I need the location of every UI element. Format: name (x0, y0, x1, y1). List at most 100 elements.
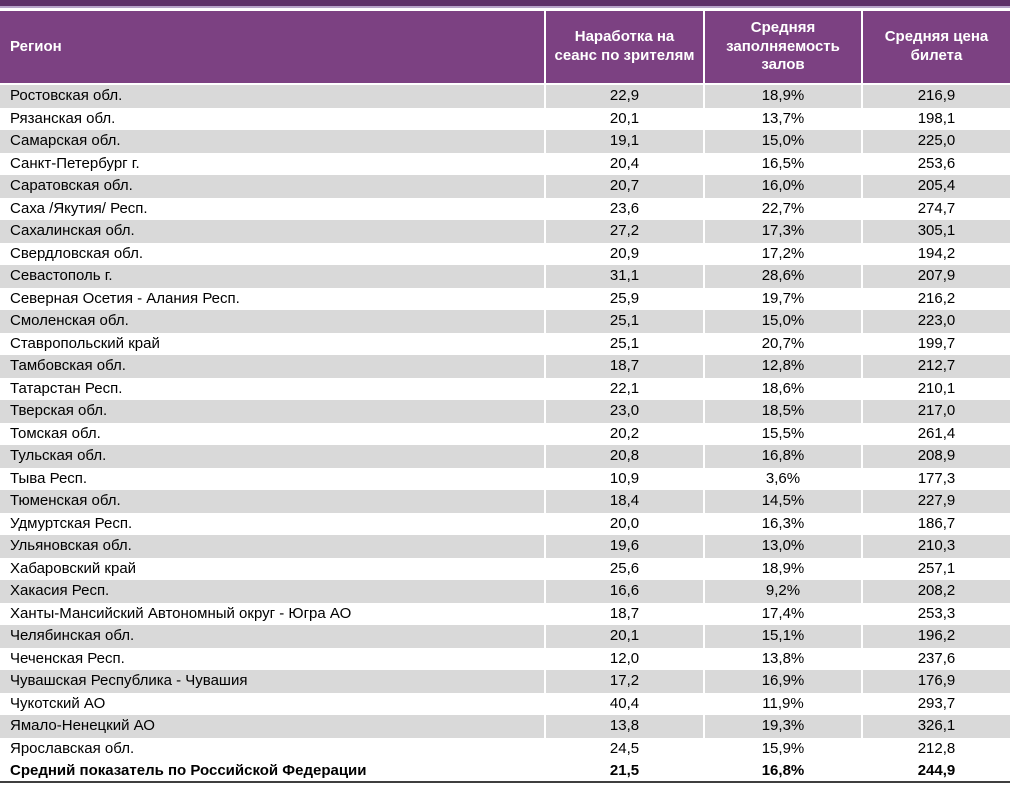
value-cell: 194,2 (917, 244, 956, 262)
value-cell: 20,0 (546, 512, 705, 535)
value-cell: 15,1% (705, 625, 863, 648)
value-cell: 217,0 (917, 402, 956, 419)
table-row: Саха /Якутия/ Респ. 23,6 22,7% 274,7 (0, 197, 1010, 220)
value-cell: 11,9% (705, 692, 863, 715)
region-cell: Татарстан Респ. (0, 377, 546, 400)
region-cell: Ростовская обл. (0, 85, 546, 108)
region-cell: Чеченская Респ. (0, 647, 546, 670)
table-row: Томская обл. 20,2 15,5% 261,4 (0, 422, 1010, 445)
value-cell: 25,9 (546, 287, 705, 310)
region-cell: Хакасия Респ. (0, 580, 546, 603)
table-row: Тверская обл. 23,0 18,5% 217,0 (0, 400, 1010, 423)
value-cell: 20,9 (546, 242, 705, 265)
value-cell: 227,9 (917, 492, 956, 509)
value-cell: 16,5% (705, 152, 863, 175)
table-row: Челябинская обл. 20,1 15,1% 196,2 (0, 625, 1010, 648)
table-row: Санкт-Петербург г. 20,4 16,5% 253,6 (0, 152, 1010, 175)
value-cell: 13,0% (705, 535, 863, 558)
region-cell: Чукотский АО (0, 692, 546, 715)
value-cell: 176,9 (917, 672, 956, 689)
value-cell: 17,3% (705, 220, 863, 243)
table-row: Ярославская обл. 24,5 15,9% 212,8 (0, 737, 1010, 760)
region-cell: Томская обл. (0, 422, 546, 445)
table-row: Свердловская обл. 20,9 17,2% 194,2 (0, 242, 1010, 265)
top-accent-bar (0, 0, 1010, 6)
value-cell: 15,5% (705, 422, 863, 445)
value-cell: 15,0% (705, 310, 863, 333)
value-cell: 16,6 (546, 580, 705, 603)
value-cell: 13,8 (546, 715, 705, 738)
value-cell: 20,1 (546, 107, 705, 130)
table-row: Чукотский АО 40,4 11,9% 293,7 (0, 692, 1010, 715)
value-cell: 253,6 (917, 154, 956, 172)
region-cell: Челябинская обл. (0, 625, 546, 648)
value-cell: 27,2 (546, 220, 705, 243)
value-cell: 216,2 (917, 289, 956, 307)
region-cell: Ямало-Ненецкий АО (0, 715, 546, 738)
table-row: Тюменская обл. 18,4 14,5% 227,9 (0, 490, 1010, 513)
value-cell: 18,4 (546, 490, 705, 513)
value-cell: 28,6% (705, 265, 863, 288)
region-cell: Саратовская обл. (0, 175, 546, 198)
value-cell: 20,4 (546, 152, 705, 175)
summary-row: Средний показатель по Российской Федерац… (0, 760, 1010, 783)
value-cell: 22,7% (705, 197, 863, 220)
value-cell: 223,0 (917, 312, 956, 329)
value-cell: 253,3 (917, 604, 956, 622)
region-cell: Чувашская Республика - Чувашия (0, 670, 546, 693)
value-cell: 20,7% (705, 332, 863, 355)
region-cell: Тыва Респ. (0, 467, 546, 490)
value-cell: 13,8% (705, 647, 863, 670)
value-cell: 305,1 (917, 222, 956, 239)
value-cell: 293,7 (917, 694, 956, 712)
value-cell: 212,8 (917, 739, 956, 757)
top-accent-gap (0, 8, 1010, 11)
table-row: Ставропольский край 25,1 20,7% 199,7 (0, 332, 1010, 355)
table-body: Ростовская обл. 22,9 18,9% 216,9 Рязанская о… (0, 85, 1010, 783)
region-cell: Тамбовская обл. (0, 355, 546, 378)
value-cell: 198,1 (917, 109, 956, 127)
value-cell: 12,8% (705, 355, 863, 378)
value-cell: 15,9% (705, 737, 863, 760)
value-cell: 20,7 (546, 175, 705, 198)
table-row: Хабаровский край 25,6 18,9% 257,1 (0, 557, 1010, 580)
value-cell: 25,6 (546, 557, 705, 580)
value-cell: 31,1 (546, 265, 705, 288)
table-row: Ростовская обл. 22,9 18,9% 216,9 (0, 85, 1010, 108)
region-cell: Смоленская обл. (0, 310, 546, 333)
table-row: Северная Осетия - Алания Респ. 25,9 19,7% 2… (0, 287, 1010, 310)
value-cell: 196,2 (917, 627, 956, 644)
value-cell: 19,1 (546, 130, 705, 153)
value-cell: 18,7 (546, 355, 705, 378)
value-cell: 24,5 (546, 737, 705, 760)
value-cell: 20,1 (546, 625, 705, 648)
value-cell: 207,9 (917, 267, 956, 284)
value-cell: 210,3 (917, 537, 956, 554)
region-cell: Хабаровский край (0, 557, 546, 580)
value-cell: 3,6% (705, 467, 863, 490)
table-row: Тульская обл. 20,8 16,8% 208,9 (0, 445, 1010, 468)
value-cell: 18,5% (705, 400, 863, 423)
value-cell: 205,4 (917, 177, 956, 194)
region-cell: Северная Осетия - Алания Респ. (0, 287, 546, 310)
table-row: Севастополь г. 31,1 28,6% 207,9 (0, 265, 1010, 288)
value-cell: 9,2% (705, 580, 863, 603)
region-cell: Саха /Якутия/ Респ. (0, 197, 546, 220)
value-cell: 19,3% (705, 715, 863, 738)
top-accent-line (0, 6, 1010, 8)
region-cell: Ставропольский край (0, 332, 546, 355)
region-cell: Санкт-Петербург г. (0, 152, 546, 175)
table-row: Ульяновская обл. 19,6 13,0% 210,3 (0, 535, 1010, 558)
value-cell: 20,8 (546, 445, 705, 468)
table-header-row: Регион Наработка на сеанс по зрителям Сред… (0, 11, 1010, 85)
region-cell: Рязанская обл. (0, 107, 546, 130)
value-cell: 16,9% (705, 670, 863, 693)
value-cell: 18,9% (705, 557, 863, 580)
region-cell: Свердловская обл. (0, 242, 546, 265)
value-cell: 21,5 (546, 760, 705, 781)
value-cell: 20,2 (546, 422, 705, 445)
value-cell: 210,1 (917, 379, 956, 397)
region-cell: Тюменская обл. (0, 490, 546, 513)
value-cell: 177,3 (917, 469, 956, 487)
